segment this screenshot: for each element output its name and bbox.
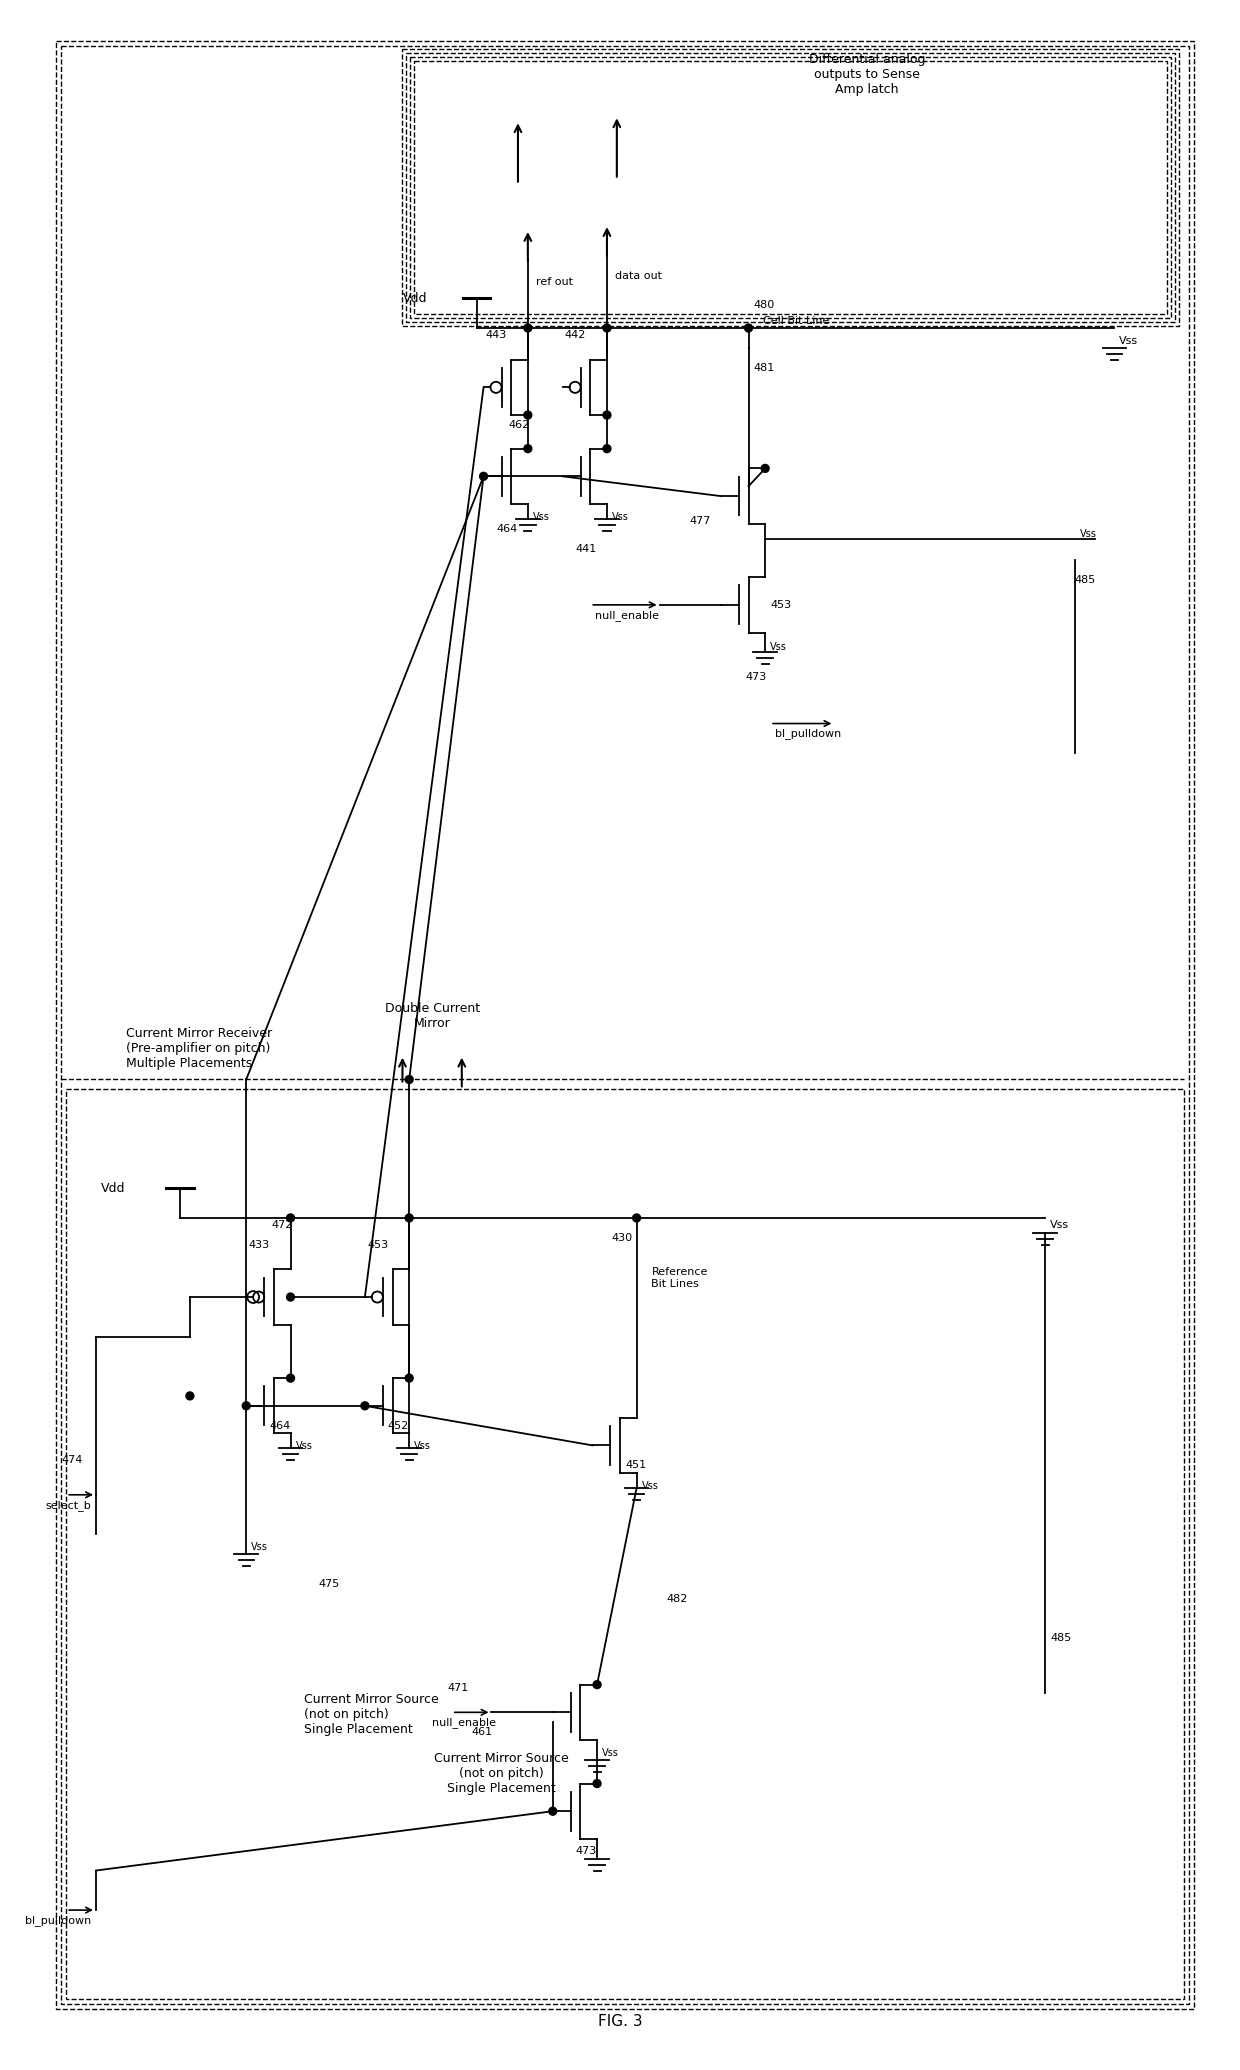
Text: 443: 443 bbox=[486, 329, 507, 339]
Text: Current Mirror Source
(not on pitch)
Single Placement: Current Mirror Source (not on pitch) Sin… bbox=[304, 1693, 438, 1735]
Circle shape bbox=[744, 325, 753, 331]
Text: 481: 481 bbox=[754, 362, 775, 373]
Text: Vss: Vss bbox=[601, 1747, 619, 1757]
Text: 452: 452 bbox=[388, 1420, 409, 1430]
Text: Current Mirror Receiver
(Pre-amplifier on pitch)
Multiple Placements: Current Mirror Receiver (Pre-amplifier o… bbox=[125, 1027, 272, 1070]
Circle shape bbox=[549, 1807, 557, 1815]
Circle shape bbox=[603, 412, 611, 418]
Text: 462: 462 bbox=[508, 420, 529, 431]
Circle shape bbox=[523, 412, 532, 418]
Bar bbox=[66, 1089, 1184, 2000]
Text: Vss: Vss bbox=[1080, 528, 1096, 538]
Text: Vss: Vss bbox=[533, 511, 549, 522]
Circle shape bbox=[593, 1681, 601, 1689]
Text: Vdd: Vdd bbox=[403, 292, 428, 304]
Text: 480: 480 bbox=[754, 300, 775, 310]
Circle shape bbox=[632, 1213, 641, 1221]
Circle shape bbox=[242, 1401, 250, 1410]
Text: Vss: Vss bbox=[1120, 335, 1138, 346]
Text: Differential analog
outputs to Sense
Amp latch: Differential analog outputs to Sense Amp… bbox=[808, 54, 925, 95]
Text: null_enable: null_enable bbox=[595, 611, 660, 621]
Circle shape bbox=[361, 1401, 368, 1410]
Circle shape bbox=[286, 1374, 294, 1383]
Text: ref out: ref out bbox=[536, 277, 573, 286]
Bar bbox=[414, 60, 1167, 315]
Text: select_b: select_b bbox=[45, 1501, 91, 1511]
Text: bl_pulldown: bl_pulldown bbox=[25, 1915, 91, 1925]
Text: 485: 485 bbox=[1050, 1633, 1071, 1644]
Text: Vss: Vss bbox=[414, 1441, 432, 1451]
Text: 464: 464 bbox=[269, 1420, 290, 1430]
Text: Vss: Vss bbox=[770, 642, 787, 652]
Bar bbox=[410, 58, 1171, 319]
Circle shape bbox=[405, 1076, 413, 1083]
Text: 461: 461 bbox=[471, 1726, 492, 1737]
Text: null_enable: null_enable bbox=[433, 1718, 496, 1728]
Text: 473: 473 bbox=[745, 673, 766, 683]
Text: 453: 453 bbox=[770, 600, 791, 611]
Circle shape bbox=[523, 325, 532, 331]
Bar bbox=[403, 50, 1179, 327]
Circle shape bbox=[761, 464, 769, 472]
Text: 442: 442 bbox=[564, 329, 587, 339]
Text: 472: 472 bbox=[272, 1219, 293, 1230]
Text: Reference
Bit Lines: Reference Bit Lines bbox=[651, 1267, 708, 1290]
Text: 474: 474 bbox=[61, 1455, 83, 1466]
Text: Vss: Vss bbox=[641, 1480, 658, 1490]
Circle shape bbox=[286, 1213, 294, 1221]
Circle shape bbox=[603, 325, 611, 331]
Text: 485: 485 bbox=[1075, 575, 1096, 586]
Circle shape bbox=[286, 1294, 294, 1300]
Text: Vss: Vss bbox=[295, 1441, 312, 1451]
Circle shape bbox=[480, 472, 487, 480]
Text: Double Current
Mirror: Double Current Mirror bbox=[384, 1002, 480, 1031]
Text: 464: 464 bbox=[496, 524, 517, 534]
Text: 430: 430 bbox=[611, 1234, 632, 1242]
Circle shape bbox=[523, 445, 532, 453]
Text: bl_pulldown: bl_pulldown bbox=[775, 729, 841, 739]
Text: 482: 482 bbox=[666, 1594, 688, 1604]
Text: 441: 441 bbox=[575, 544, 596, 553]
Text: 471: 471 bbox=[446, 1683, 469, 1693]
Text: 475: 475 bbox=[319, 1579, 340, 1590]
Text: data out: data out bbox=[615, 271, 662, 282]
Text: 453: 453 bbox=[367, 1240, 388, 1250]
Circle shape bbox=[603, 445, 611, 453]
Text: Vss: Vss bbox=[1050, 1219, 1069, 1230]
Text: Vss: Vss bbox=[252, 1542, 268, 1552]
Text: Cell Bit Line: Cell Bit Line bbox=[764, 317, 830, 327]
Text: 451: 451 bbox=[625, 1459, 646, 1470]
Circle shape bbox=[186, 1391, 193, 1399]
Text: Vss: Vss bbox=[611, 511, 629, 522]
Text: 477: 477 bbox=[689, 515, 711, 526]
Text: 433: 433 bbox=[248, 1240, 269, 1250]
Text: Vdd: Vdd bbox=[102, 1182, 125, 1194]
Circle shape bbox=[405, 1374, 413, 1383]
Text: 473: 473 bbox=[575, 1846, 596, 1857]
Circle shape bbox=[405, 1213, 413, 1221]
Text: Current Mirror Source
(not on pitch)
Single Placement: Current Mirror Source (not on pitch) Sin… bbox=[434, 1751, 569, 1795]
Text: FIG. 3: FIG. 3 bbox=[598, 2014, 642, 2029]
Circle shape bbox=[593, 1780, 601, 1788]
Bar bbox=[407, 54, 1174, 323]
